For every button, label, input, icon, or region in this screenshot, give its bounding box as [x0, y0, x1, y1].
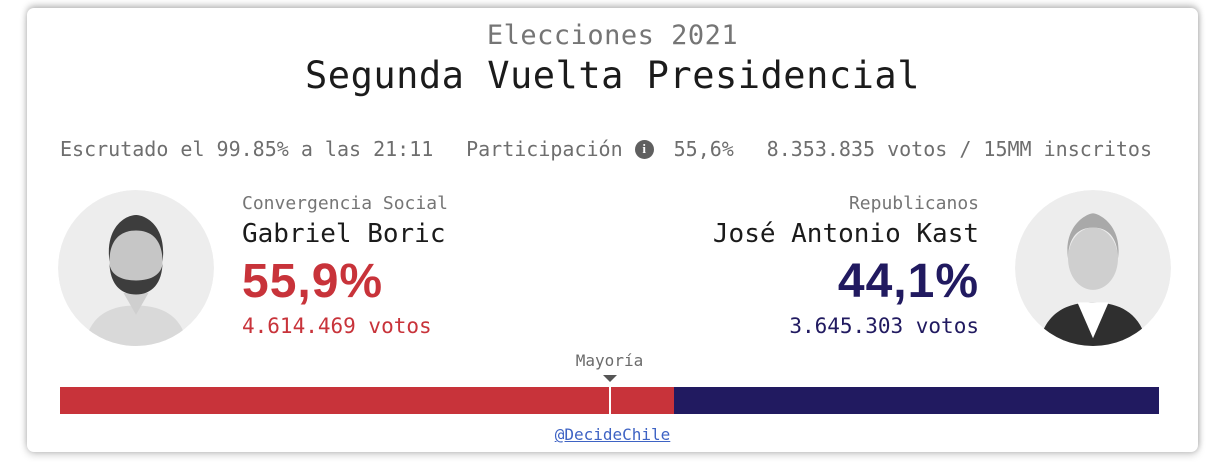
kast-photo: [1015, 190, 1171, 347]
boric-bar-segment: [60, 387, 675, 415]
participacion-value: 55,6%: [673, 137, 734, 162]
footer: @DecideChile: [27, 425, 1198, 444]
header: Elecciones 2021 Segunda Vuelta Presidenc…: [27, 8, 1198, 97]
boric-photo: [58, 190, 214, 347]
boric-result-block: Convergencia Social Gabriel Boric 55,9% …: [242, 190, 448, 340]
majority-label: Mayoría: [575, 351, 644, 371]
boric-percent: 55,9%: [242, 255, 384, 309]
kast-votes: 3.645.303 votos: [789, 314, 979, 339]
candidate-kast: Republicanos José Antonio Kast 44,1% 3.6…: [713, 190, 1171, 347]
election-supertitle: Elecciones 2021: [486, 20, 739, 51]
kast-name: José Antonio Kast: [712, 219, 979, 250]
kast-bar-segment: [674, 387, 1159, 415]
majority-caret-icon: [602, 375, 617, 383]
participacion-label: Participación: [466, 137, 623, 162]
page-title: Segunda Vuelta Presidencial: [305, 53, 920, 97]
escrutado-status: Escrutado el 99.85% a las 21:11: [60, 137, 434, 162]
info-icon[interactable]: i: [634, 139, 654, 159]
decidechile-link[interactable]: @DecideChile: [554, 425, 671, 445]
boric-votes: 4.614.469 votos: [242, 314, 432, 339]
participacion-stat: Participación i 55,6%: [466, 137, 734, 161]
boric-party: Convergencia Social: [242, 193, 448, 215]
kast-percent: 44,1%: [837, 255, 979, 309]
candidate-boric: Convergencia Social Gabriel Boric 55,9% …: [58, 190, 448, 347]
kast-result-block: Republicanos José Antonio Kast 44,1% 3.6…: [713, 190, 979, 340]
majority-marker: Mayoría: [60, 351, 1159, 387]
bar-zone: Mayoría: [60, 351, 1159, 415]
boric-name: Gabriel Boric: [242, 219, 446, 250]
results-card: Elecciones 2021 Segunda Vuelta Presidenc…: [27, 8, 1198, 452]
kast-party: Republicanos: [848, 193, 979, 215]
result-bar: [60, 387, 1159, 415]
candidates-row: Convergencia Social Gabriel Boric 55,9% …: [27, 190, 1198, 347]
stats-row: Escrutado el 99.85% a las 21:11 Particip…: [27, 137, 1198, 161]
majority-tick: [608, 387, 611, 415]
votos-inscritos-stat: 8.353.835 votos / 15MM inscritos: [766, 137, 1152, 162]
kast-avatar-illustration: [1015, 190, 1171, 347]
boric-avatar-illustration: [58, 190, 214, 347]
